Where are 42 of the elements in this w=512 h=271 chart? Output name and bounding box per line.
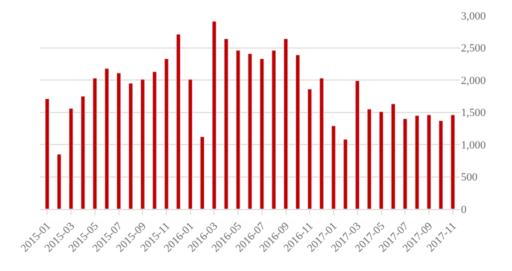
bar bbox=[331, 126, 336, 209]
y-tick-label: 0 bbox=[461, 204, 467, 216]
bar bbox=[152, 71, 157, 209]
bar bbox=[248, 53, 252, 209]
bar bbox=[92, 78, 98, 209]
bar bbox=[438, 120, 444, 209]
bar bbox=[379, 111, 384, 209]
bar bbox=[44, 98, 50, 209]
bar bbox=[343, 139, 348, 209]
bar bbox=[355, 80, 360, 209]
bar bbox=[224, 38, 228, 209]
y-tick-label: 2,500 bbox=[461, 42, 486, 55]
bar bbox=[402, 118, 408, 209]
bar bbox=[296, 54, 300, 209]
y-tick-label: 3,000 bbox=[461, 10, 486, 22]
y-tick-label: 1,000 bbox=[461, 139, 486, 152]
bar bbox=[426, 114, 432, 209]
bar bbox=[56, 154, 62, 209]
y-tick-label: 2,000 bbox=[461, 74, 486, 87]
bar bbox=[319, 78, 324, 209]
bar bbox=[188, 79, 193, 209]
bar bbox=[367, 108, 372, 209]
bar bbox=[80, 96, 86, 209]
bar bbox=[307, 88, 312, 209]
bar bbox=[260, 58, 264, 209]
bar bbox=[104, 68, 110, 209]
y-tick-label: 1,500 bbox=[461, 107, 486, 120]
bar bbox=[140, 79, 145, 209]
bar bbox=[212, 21, 216, 209]
bar bbox=[164, 58, 169, 209]
bar bbox=[272, 50, 276, 209]
bar bbox=[390, 104, 396, 209]
bar bbox=[128, 83, 133, 209]
bar bbox=[200, 136, 204, 209]
y-tick-label: 500 bbox=[461, 172, 478, 184]
bar bbox=[68, 108, 74, 209]
bar bbox=[116, 72, 121, 209]
bar bbox=[176, 34, 181, 209]
bar bbox=[236, 50, 240, 209]
bar bbox=[414, 115, 420, 209]
bar bbox=[284, 38, 288, 209]
bar bbox=[450, 114, 456, 209]
